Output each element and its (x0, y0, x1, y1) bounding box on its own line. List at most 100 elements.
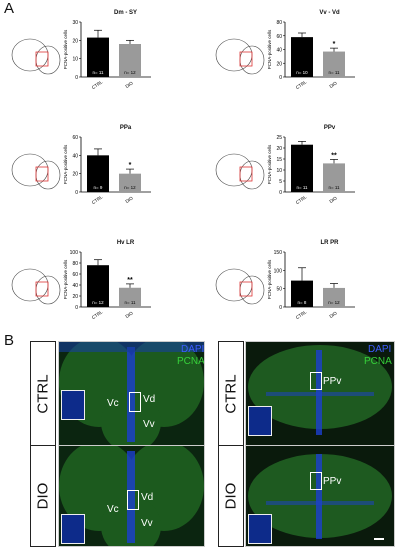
y-tick-label: 80 (72, 261, 78, 267)
y-tick-label: 40 (72, 153, 78, 159)
bar-ctrl (291, 37, 313, 77)
bar-dio (119, 287, 141, 307)
y-tick-label: 15 (276, 157, 282, 163)
category-label: DIO (328, 80, 338, 89)
y-tick-label: 60 (72, 272, 78, 278)
y-axis-label: PCNA-positive cells (63, 144, 68, 184)
zoom-box (310, 372, 322, 390)
panel-label-a: A (4, 0, 15, 17)
category-label: CTRL (295, 79, 308, 90)
region-highlight-box (35, 281, 49, 297)
brain-schematic (11, 268, 61, 305)
row-label-dio-right: DIO (218, 445, 244, 547)
zoom-box (129, 392, 141, 412)
row-label-dio: DIO (30, 445, 56, 547)
region-label-ppv: PPv (323, 376, 342, 387)
y-tick-label: 20 (72, 294, 78, 300)
y-tick-label: 50 (276, 287, 282, 293)
bar-ctrl (87, 37, 109, 77)
significance-marker: ** (127, 277, 133, 284)
bar-ctrl (291, 280, 313, 307)
bar-dio (119, 44, 141, 77)
chart-panel: Hv LR 0 20 40 60 80 100 PCNA-positive cells n= 1… (8, 240, 208, 330)
chart-panel: Vv - Vd 0 20 40 60 80 PCNA-positive cells n= 10… (212, 10, 412, 100)
row-label-ctrl: CTRL (30, 341, 56, 446)
y-axis-label: PCNA-positive cells (267, 29, 272, 69)
y-tick-label: 100 (274, 268, 283, 274)
y-tick-label: 150 (274, 250, 283, 256)
n-label: n= 12 (124, 70, 136, 75)
y-tick-label: 40 (276, 48, 282, 54)
n-label: n= 9 (94, 185, 103, 190)
y-tick-label: 0 (279, 75, 282, 81)
region-highlight-box (35, 51, 49, 67)
brain-schematic (215, 38, 265, 75)
n-label: n= 12 (92, 300, 104, 305)
category-label: CTRL (295, 309, 308, 320)
chart-title: PPv (323, 125, 336, 131)
zoom-box (310, 472, 322, 490)
region-label-vd: Vd (141, 492, 154, 503)
y-tick-label: 0 (279, 305, 282, 311)
legend-dapi: DAPI (368, 344, 392, 355)
bar-chart: 0 10 20 30 PCNA-positive cells n= 11 CTRL n= 12… (63, 20, 151, 90)
n-label: n= 11 (124, 300, 136, 305)
y-axis-label: PCNA-positive cells (267, 144, 272, 184)
brain-schematic (11, 153, 61, 190)
region-label-ppv: PPv (323, 476, 342, 487)
chart-title: Dm - SY (113, 10, 137, 16)
category-label: DIO (124, 80, 134, 89)
bar-chart: 0 20 40 60 PCNA-positive cells n= 9 CTRL n= 12 D… (63, 135, 151, 205)
chart-title: Vv - Vd (319, 10, 340, 16)
y-tick-label: 0 (75, 305, 78, 311)
bar-dio (323, 287, 345, 307)
zoom-inset (248, 406, 272, 436)
y-tick-label: 20 (72, 38, 78, 44)
n-label: n= 11 (296, 185, 308, 190)
category-label: DIO (328, 310, 338, 319)
legend-dapi: DAPI (181, 344, 205, 355)
n-label: n= 12 (124, 185, 136, 190)
chart-title: Hv LR (116, 240, 135, 246)
bar-dio (323, 163, 345, 192)
significance-marker: * (333, 41, 336, 48)
y-tick-label: 20 (72, 172, 78, 178)
n-label: n= 12 (328, 300, 340, 305)
micrograph-dio-left: Vc Vd Vv (58, 445, 205, 547)
legend-pcna: PCNA (177, 356, 205, 367)
micrograph-dio-right: PPv (245, 445, 395, 547)
n-label: n= 11 (92, 70, 104, 75)
y-tick-label: 10 (276, 168, 282, 174)
scale-bar (374, 538, 384, 540)
bar-chart: 0 5 10 15 20 25 PCNA-positive cells n= 11 CTRL n=… (267, 135, 355, 205)
y-tick-label: 30 (72, 20, 78, 26)
region-highlight-box (239, 166, 253, 182)
bar-ctrl (291, 144, 313, 192)
region-label-vc: Vc (107, 398, 119, 409)
chart-panel: Dm - SY 0 10 20 30 PCNA-positive cells n= 11 CT… (8, 10, 208, 100)
bar-ctrl (87, 265, 109, 307)
y-axis-label: PCNA-positive cells (267, 259, 272, 299)
brain-schematic (11, 38, 61, 75)
significance-marker: * (129, 162, 132, 169)
region-highlight-box (239, 281, 253, 297)
row-label-ctrl-right: CTRL (218, 341, 244, 446)
y-tick-label: 60 (276, 34, 282, 40)
y-axis-label: PCNA-positive cells (63, 29, 68, 69)
chart-panel: PPv 0 5 10 15 20 25 PCNA-positive cells n= 11 CTR… (212, 125, 412, 215)
region-highlight-box (239, 51, 253, 67)
micrograph-ctrl-left: DAPI PCNA Vc Vd Vv (58, 341, 205, 446)
y-tick-label: 0 (279, 190, 282, 196)
region-highlight-box (35, 166, 49, 182)
region-label-vc: Vc (107, 504, 119, 515)
y-tick-label: 0 (75, 75, 78, 81)
n-label: n= 8 (298, 300, 307, 305)
category-label: DIO (124, 195, 134, 204)
n-label: n= 11 (328, 70, 340, 75)
y-tick-label: 40 (72, 283, 78, 289)
n-label: n= 10 (296, 70, 308, 75)
y-tick-label: 5 (279, 179, 282, 185)
zoom-box (127, 490, 139, 510)
y-axis-label: PCNA-positive cells (63, 259, 68, 299)
y-tick-label: 80 (276, 20, 282, 26)
